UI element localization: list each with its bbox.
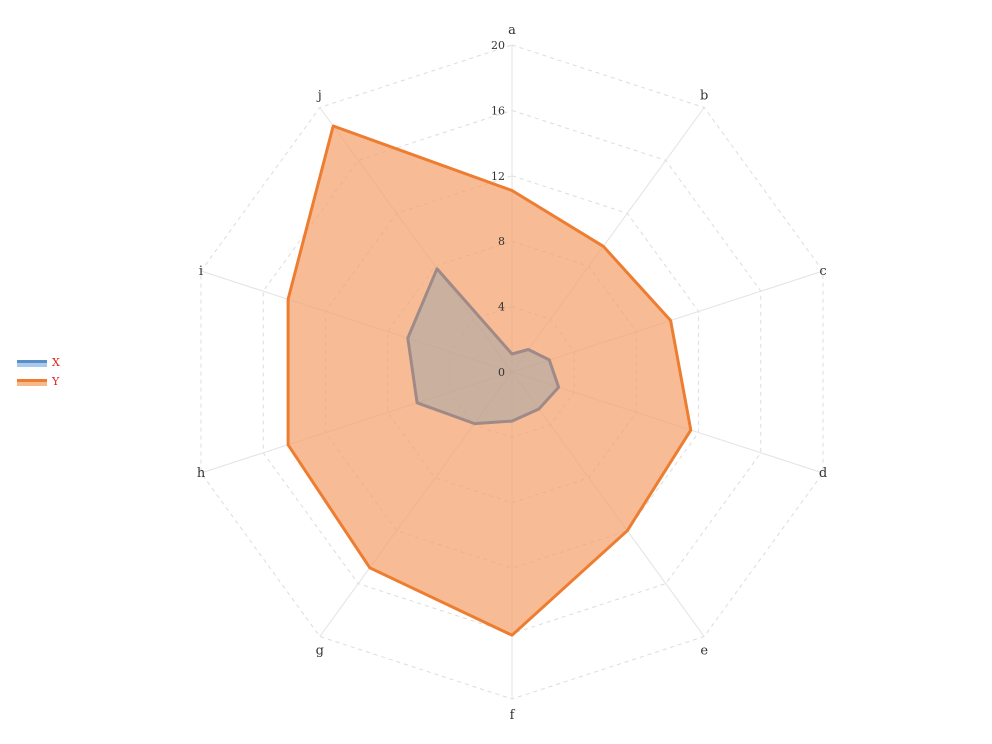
radial-tick-labels: 0 4 8 12 16 20 <box>491 39 505 379</box>
axis-label-a: a <box>508 23 516 38</box>
tick-label-12: 12 <box>491 170 505 183</box>
axis-label-i: i <box>199 264 203 279</box>
legend-swatch-fill-X <box>17 363 47 367</box>
legend-swatch-line-X <box>17 360 47 363</box>
legend: XY <box>17 356 60 388</box>
axis-label-f: f <box>510 708 516 723</box>
legend-label-X: X <box>52 356 60 369</box>
legend-swatch-line-Y <box>17 379 47 382</box>
legend-swatch-fill-Y <box>17 382 47 386</box>
axis-label-b: b <box>700 89 708 104</box>
axis-label-h: h <box>197 466 206 481</box>
radar-series <box>286 124 693 637</box>
tick-label-8: 8 <box>498 235 505 248</box>
axis-label-e: e <box>700 644 708 659</box>
tick-label-4: 4 <box>498 301 505 314</box>
series-area-X <box>406 267 561 426</box>
legend-label-Y: Y <box>51 375 60 388</box>
axis-label-j: j <box>316 89 322 104</box>
tick-label-0: 0 <box>498 366 505 379</box>
tick-label-16: 16 <box>491 104 505 117</box>
axis-label-c: c <box>819 264 826 279</box>
axis-labels: a b c d e f g h i j <box>197 23 827 723</box>
tick-label-20: 20 <box>491 39 505 52</box>
axis-label-g: g <box>316 644 324 659</box>
axis-label-d: d <box>819 466 827 481</box>
